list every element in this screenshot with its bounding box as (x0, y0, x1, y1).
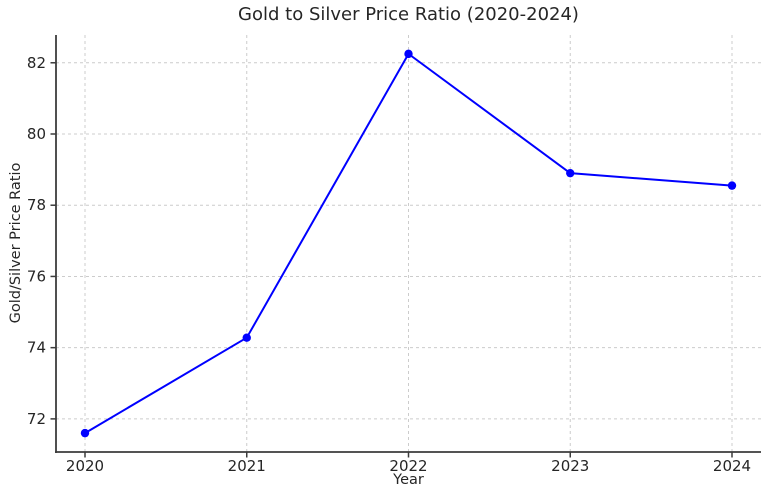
x-tick-label: 2022 (389, 457, 427, 475)
data-point-marker (404, 49, 413, 59)
data-line (84, 52, 733, 435)
x-tick-label: 2020 (66, 457, 104, 475)
y-tick-label: 72 (27, 410, 46, 428)
y-tick-label: 74 (27, 339, 46, 357)
y-tick-label: 82 (27, 54, 46, 72)
data-point-marker (242, 333, 251, 342)
data-point-marker (80, 428, 90, 438)
y-tick-label: 78 (27, 196, 46, 214)
data-point-marker (566, 168, 575, 178)
x-tick-label: 2023 (551, 457, 589, 475)
y-axis-label: Gold/Silver Price Ratio (8, 162, 24, 324)
x-tick-label: 2021 (228, 457, 266, 475)
data-point-marker (727, 181, 737, 190)
x-tick-label: 2024 (713, 457, 751, 475)
x-axis-label: Year (393, 472, 424, 488)
y-tick-label: 80 (27, 125, 46, 143)
chart-title: Gold to Silver Price Ratio (2020-2024) (238, 4, 579, 25)
y-tick-label: 76 (27, 267, 46, 285)
